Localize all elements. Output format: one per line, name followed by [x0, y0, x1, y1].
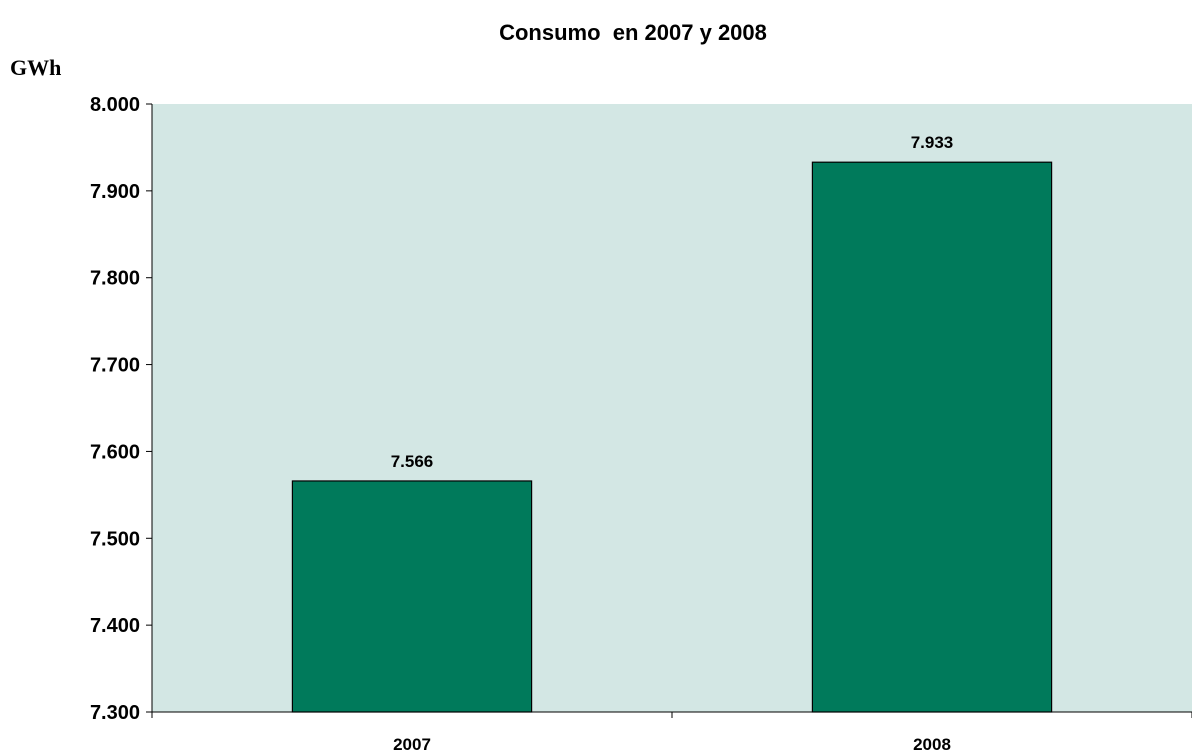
data-labels-layer: 7.566 7.933 — [391, 133, 954, 471]
bars-layer — [291, 161, 1053, 713]
y-tick-label: 7.800 — [90, 268, 140, 290]
y-tick-label: 8.000 — [90, 94, 140, 116]
y-tick-label: 7.400 — [90, 615, 140, 637]
bar-2007 — [291, 480, 533, 713]
x-axis-ticks: 2007 2008 — [151, 712, 1192, 751]
y-tick-label: 7.600 — [90, 441, 140, 463]
y-tick-label: 7.900 — [90, 181, 140, 203]
y-tick-label: 7.300 — [90, 702, 140, 724]
x-tick-label: 2007 — [393, 735, 431, 751]
bar-2008 — [811, 161, 1053, 713]
y-axis-ticks: 7.300 7.400 7.500 7.600 7.700 7.800 7.900 8.000 — [90, 94, 152, 724]
y-axis-label: GWh — [10, 55, 61, 80]
y-tick-label: 7.500 — [90, 528, 140, 550]
chart-title: Consumo en 2007 y 2008 — [499, 20, 767, 45]
data-label-2008: 7.933 — [911, 133, 954, 152]
y-tick-label: 7.700 — [90, 355, 140, 377]
data-label-2007: 7.566 — [391, 452, 434, 471]
x-tick-label: 2008 — [913, 735, 951, 751]
